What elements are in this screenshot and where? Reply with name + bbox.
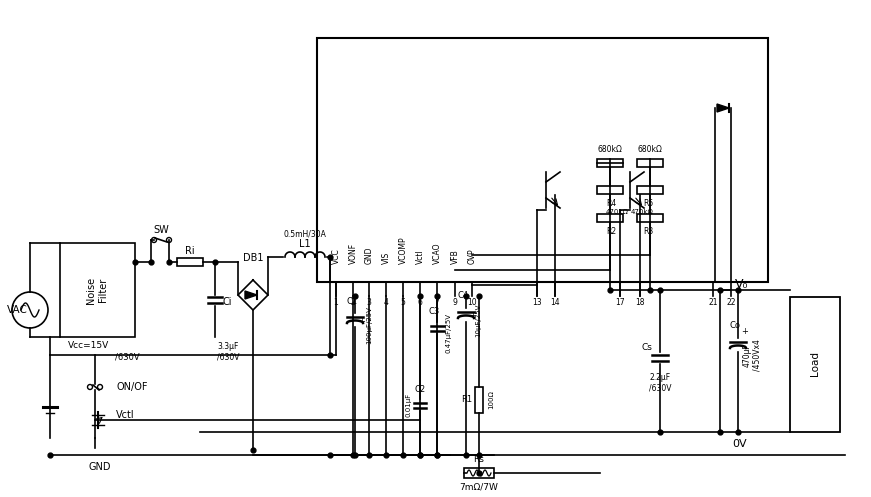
Bar (597, 186, 623, 194)
Text: 22: 22 (726, 298, 736, 307)
Text: 13: 13 (532, 298, 542, 307)
Polygon shape (717, 104, 729, 112)
Text: 3: 3 (367, 298, 371, 307)
Text: 470kΩ: 470kΩ (631, 209, 654, 215)
Text: VONF: VONF (348, 243, 357, 264)
Text: 0.47μF/25V: 0.47μF/25V (446, 313, 452, 353)
Bar (790, 297, 840, 432)
Text: +: + (741, 328, 748, 336)
Bar (597, 214, 623, 222)
Text: 1: 1 (334, 298, 338, 307)
Text: 5: 5 (401, 298, 405, 307)
Text: R4: R4 (606, 199, 617, 209)
Text: R5: R5 (644, 199, 654, 209)
Text: R1: R1 (462, 396, 473, 405)
Text: Vctl: Vctl (415, 249, 424, 264)
Text: 680kΩ: 680kΩ (638, 146, 663, 155)
Text: V₀: V₀ (735, 278, 749, 292)
Text: VIS: VIS (381, 252, 390, 264)
Text: 7: 7 (435, 298, 440, 307)
Bar (637, 214, 663, 222)
Bar (475, 387, 483, 413)
Text: GND: GND (364, 247, 374, 264)
Text: VCAO: VCAO (433, 243, 442, 264)
Text: 14: 14 (550, 298, 560, 307)
Text: 18: 18 (635, 298, 645, 307)
Text: C4: C4 (457, 292, 469, 301)
Text: Rs: Rs (474, 454, 484, 464)
Text: C1: C1 (347, 298, 358, 307)
Text: R2: R2 (606, 227, 616, 236)
Text: Vctl: Vctl (116, 410, 135, 420)
Bar (177, 258, 203, 266)
Text: 0V: 0V (733, 439, 747, 449)
Bar (637, 159, 663, 167)
Text: 2.2μF
/630V: 2.2μF /630V (649, 373, 672, 393)
Text: 2: 2 (351, 298, 355, 307)
Bar (60, 243, 135, 337)
Text: /630V: /630V (115, 352, 139, 361)
Text: 17: 17 (615, 298, 625, 307)
Text: VFB: VFB (450, 249, 460, 264)
Text: 3.3μF
/630V: 3.3μF /630V (217, 342, 240, 362)
Text: Co: Co (730, 321, 740, 330)
Bar (637, 186, 663, 194)
Text: 10μF/25V: 10μF/25V (475, 303, 481, 336)
Text: ON/OF: ON/OF (116, 382, 147, 392)
Bar (317, 38, 768, 282)
Bar (597, 159, 623, 167)
Text: Vᴄᴄ=15V: Vᴄᴄ=15V (68, 341, 109, 350)
Text: R3: R3 (644, 227, 654, 236)
Text: VCC: VCC (332, 248, 341, 264)
Text: C2: C2 (415, 385, 426, 394)
Text: 0.01μF: 0.01μF (405, 393, 411, 417)
Bar (464, 468, 494, 478)
Text: L1: L1 (299, 239, 311, 249)
Text: Cs: Cs (642, 343, 653, 352)
Text: DB1: DB1 (243, 253, 263, 263)
Text: 21: 21 (708, 298, 718, 307)
Text: Ci: Ci (222, 297, 232, 307)
Text: Noise
Filter: Noise Filter (86, 276, 108, 304)
Text: +: + (469, 312, 476, 321)
Text: Load: Load (810, 351, 820, 377)
Text: 10: 10 (467, 298, 476, 307)
Text: 7mΩ/7W: 7mΩ/7W (460, 483, 498, 492)
Text: 100Ω: 100Ω (488, 391, 494, 410)
Text: 9: 9 (453, 298, 457, 307)
Text: C3: C3 (429, 307, 440, 316)
Text: 100μF/25V: 100μF/25V (366, 306, 372, 344)
Text: 470kΩ: 470kΩ (606, 209, 629, 215)
Text: 6: 6 (417, 298, 422, 307)
Text: OVP: OVP (468, 248, 476, 264)
Text: 680kΩ: 680kΩ (598, 146, 623, 155)
Text: VAC: VAC (7, 305, 28, 315)
Text: SW: SW (153, 225, 169, 235)
Text: Ri: Ri (186, 246, 195, 256)
Polygon shape (245, 291, 257, 299)
Text: +: + (358, 317, 365, 326)
Text: GND: GND (89, 462, 111, 472)
Text: VCOMP: VCOMP (399, 237, 408, 264)
Text: 4: 4 (383, 298, 388, 307)
Text: 0.5mH/30A: 0.5mH/30A (284, 230, 327, 239)
Text: 470μF
/450Vx4: 470μF /450Vx4 (742, 339, 762, 371)
